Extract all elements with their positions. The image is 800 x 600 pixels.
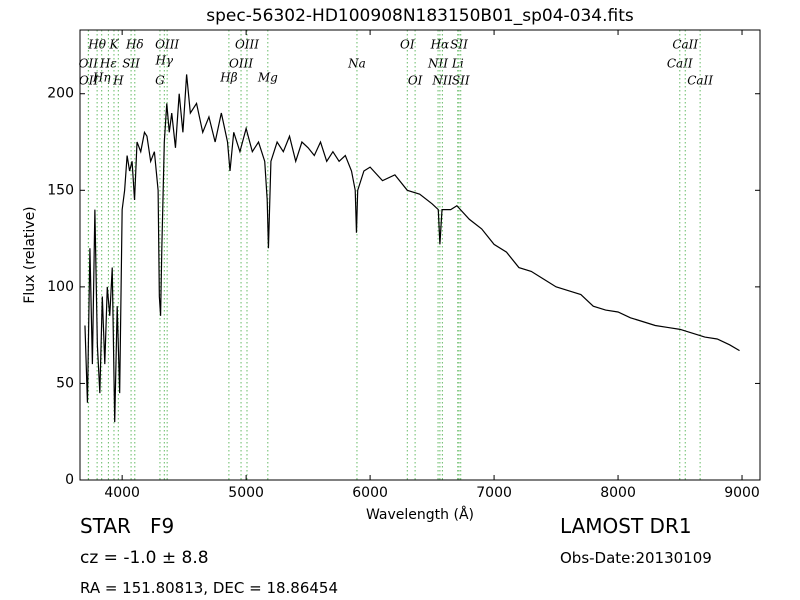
y-tick-label: 50	[56, 375, 74, 391]
plot-frame	[79, 29, 761, 481]
x-tick-label: 7000	[476, 485, 512, 501]
chart-title: spec-56302-HD100908N183150B01_sp04-034.f…	[206, 6, 634, 26]
x-tick-label: 8000	[600, 485, 636, 501]
spectral-line-label: Hε	[99, 57, 117, 71]
spectral-line-label: H	[112, 74, 124, 88]
spectral-line-label: SII	[450, 38, 468, 52]
spectral-line-label: Hγ	[154, 54, 173, 68]
spectrum-line	[84, 74, 740, 423]
y-tick-label: 100	[47, 279, 74, 295]
y-axis-label: Flux (relative)	[22, 206, 38, 303]
spectral-line-label: Hδ	[125, 38, 144, 52]
spectral-line-label: Li	[451, 57, 464, 71]
spectral-line-label: Mg	[257, 71, 278, 85]
spectral-line-label: OIII	[155, 38, 179, 52]
spectral-line-label: CaII	[667, 57, 693, 71]
y-tick-label: 0	[65, 472, 74, 488]
x-tick-label: 5000	[228, 485, 264, 501]
spectral-line-label: OIII	[229, 57, 253, 71]
y-tick-label: 200	[47, 86, 74, 102]
annotation: LAMOST DR1	[560, 514, 692, 538]
y-tick-label: 150	[47, 182, 74, 198]
spectral-line-label: K	[108, 38, 119, 52]
spectral-line-label: SII	[122, 57, 140, 71]
x-tick-label: 9000	[724, 485, 760, 501]
annotation: RA = 151.80813, DEC = 18.86454	[80, 579, 339, 597]
spectral-line-label: OIII	[235, 38, 259, 52]
x-tick-label: 6000	[352, 485, 388, 501]
spectral-line-label: CaII	[672, 38, 698, 52]
spectral-line-label: Hθ	[87, 38, 106, 52]
spectral-line-label: Hα	[430, 38, 450, 52]
spectral-line-label: Hβ	[219, 71, 237, 85]
spectral-line-label: Na	[347, 57, 366, 71]
spectral-line-label: CaII	[687, 74, 713, 88]
x-axis-label: Wavelength (Å)	[366, 506, 474, 523]
spectral-line-label: OI	[400, 38, 415, 52]
spectral-line-label: NII	[427, 57, 448, 71]
spectral-line-label: OII	[79, 74, 99, 88]
spectral-line-label: G	[155, 74, 165, 88]
spectral-line-label: NII	[431, 74, 452, 88]
annotation: cz = -1.0 ± 8.8	[80, 548, 209, 568]
annotation: STAR F9	[80, 514, 175, 538]
spectral-line-label: Hη	[92, 71, 111, 85]
annotation: Obs-Date:20130109	[560, 549, 712, 567]
x-tick-label: 4000	[104, 485, 140, 501]
spectral-line-label: SII	[452, 74, 470, 88]
spectral-line-label: OI	[408, 74, 423, 88]
